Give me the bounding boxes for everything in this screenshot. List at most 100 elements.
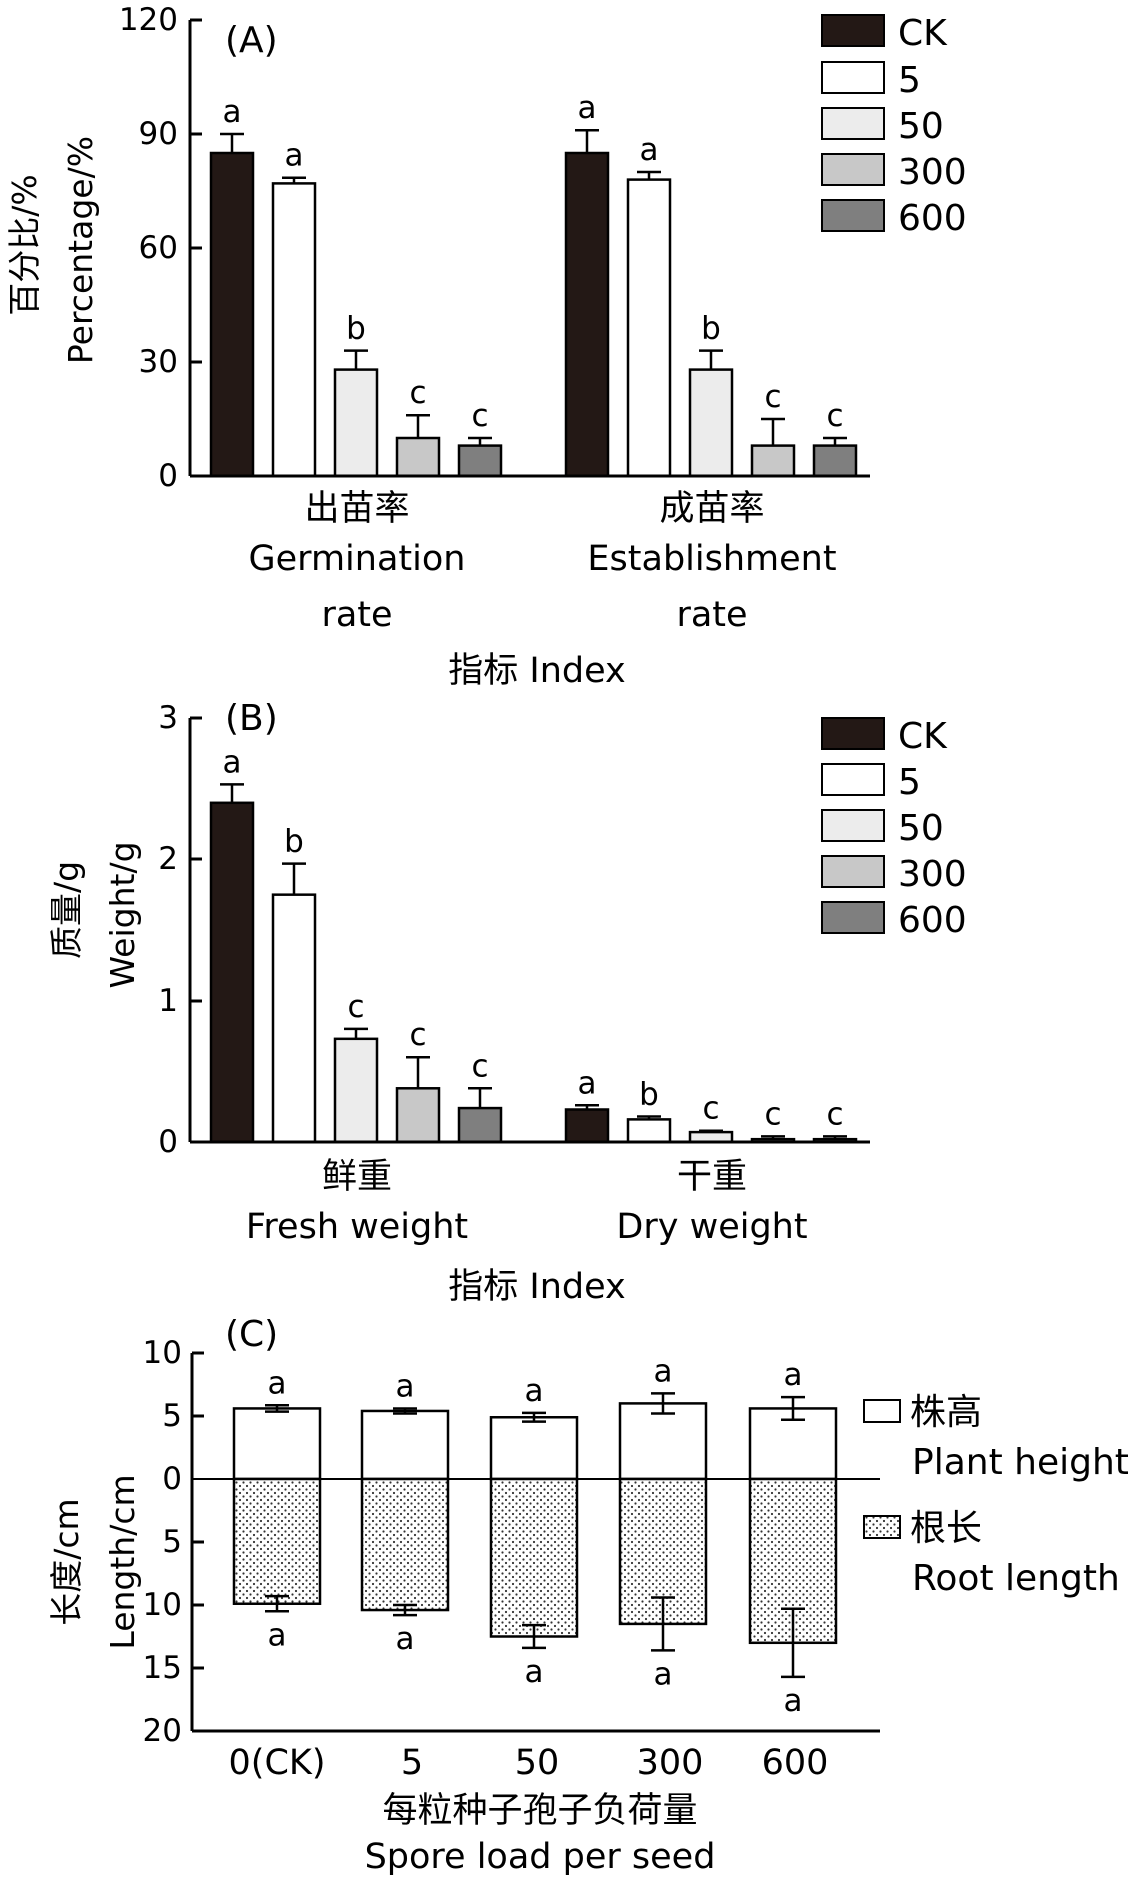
panel-a-ytick: 30 (139, 344, 178, 380)
panel-b-xcat-cn: 干重 (677, 1157, 747, 1197)
panel-c-bars: a a a a a a a a a a (232, 1353, 838, 1719)
panel-a-bar (750, 444, 796, 478)
panel-c-legend-label-cn: 株高 (910, 1392, 982, 1433)
panel-a-significance-letter: a (285, 138, 304, 174)
panel-a-bar (812, 444, 858, 478)
panel-c-legend-swatch-root-length (863, 1515, 901, 1539)
panel-a-yticks: 0 30 60 90 120 (119, 2, 178, 494)
panel-b: (B) 质量/g Weight/g 0 1 2 3 a a b b c c c c c c 鲜重 … (47, 698, 967, 1307)
panel-a-significance-letter: a (578, 90, 597, 126)
panel-a-legend-swatch (821, 14, 885, 47)
panel-c-legend-label-en: Plant height (912, 1442, 1129, 1483)
panel-b-significance-letter: c (347, 989, 364, 1025)
panel-b-bar (564, 1108, 610, 1144)
panel-a-ytick: 90 (139, 116, 178, 152)
panel-b-significance-letter: a (223, 744, 242, 780)
panel-c-ytick: 10 (143, 1335, 182, 1371)
panel-c-xcat: 5 (401, 1743, 423, 1783)
panel-b-significance-letter: c (764, 1096, 781, 1132)
panel-c-x-category-labels: 0(CK) 5 50 300 600 (229, 1743, 829, 1783)
panel-a-significance-letter: c (471, 398, 488, 434)
panel-a-axes (188, 18, 870, 478)
panel-a-bars: a a a a b b c c c c (209, 90, 858, 478)
panel-c-bar-plant-height (618, 1402, 708, 1481)
panel-c-bar-plant-height (489, 1416, 579, 1481)
panel-b-legend-swatch (821, 901, 885, 934)
panel-b-significance-letter: c (702, 1091, 719, 1127)
panel-a-significance-letter: c (409, 375, 426, 411)
panel-c-significance-letter: a (784, 1357, 803, 1393)
panel-b-significance-letter: b (284, 824, 304, 860)
panel-a-bar (395, 436, 441, 478)
panel-a-xlabel: 指标 Index (448, 651, 625, 691)
panel-a-legend-label: 600 (898, 198, 967, 239)
panel-b-legend-label: 300 (898, 854, 967, 895)
panel-b-legend-label: CK (898, 716, 948, 757)
panel-c-legend-swatch-plant-height (863, 1399, 901, 1423)
panel-c-bar-root-length (232, 1477, 322, 1605)
panel-c-ylabel-en: Length/cm (103, 1474, 142, 1649)
panel-a-xcat-en2: rate (676, 595, 747, 635)
panel-a-xcat-en2: rate (321, 595, 392, 635)
panel-c-significance-letter: a (654, 1656, 673, 1692)
panel-b-xlabel: 指标 Index (448, 1267, 625, 1307)
panel-b-ytick: 0 (158, 1124, 178, 1160)
panel-a-bar (564, 151, 610, 478)
panel-b-bar (333, 1037, 379, 1144)
panel-c-ytick: 20 (143, 1713, 182, 1749)
panel-c-ytick: 15 (143, 1650, 182, 1686)
panel-a-significance-letter: a (640, 132, 659, 168)
panel-a-bar (457, 444, 503, 478)
panel-c-xlabel-en: Spore load per seed (365, 1837, 716, 1877)
panel-b-legend-label: 600 (898, 900, 967, 941)
panel-a-bar (209, 151, 255, 478)
panel-a-bar (271, 182, 317, 478)
panel-b-bar (626, 1118, 672, 1144)
panel-b-bar (395, 1087, 441, 1144)
panel-b-significance-letter: b (639, 1077, 659, 1113)
panel-c-label: (C) (225, 1314, 278, 1355)
panel-a-bar (333, 368, 379, 478)
panel-b-bars: a a b b c c c c c c (209, 744, 858, 1144)
panel-c: (C) 长度/cm Length/cm 10 5 0 5 10 15 20 a a… (47, 1314, 1129, 1877)
panel-b-legend-swatch (821, 763, 885, 796)
panel-b-significance-letter: c (471, 1048, 488, 1084)
panel-b-ylabel-cn: 质量/g (47, 861, 86, 959)
panel-b-legend-swatch (821, 717, 885, 750)
panel-c-xcat: 600 (762, 1743, 829, 1783)
panel-c-legend-label-cn: 根长 (910, 1508, 982, 1549)
panel-c-significance-letter: a (654, 1353, 673, 1389)
panel-c-ytick: 5 (162, 1524, 182, 1560)
panel-c-bar-plant-height (232, 1407, 322, 1481)
panel-a-significance-letter: a (223, 94, 242, 130)
panel-a-significance-letter: c (764, 379, 781, 415)
panel-a-xcat-en1: Establishment (587, 539, 836, 579)
panel-a-significance-letter: c (826, 398, 843, 434)
panel-a-legend-swatch (821, 153, 885, 186)
panel-b-legend-swatch (821, 855, 885, 888)
panel-a-significance-letter: b (701, 311, 721, 347)
panel-c-yticks: 10 5 0 5 10 15 20 (143, 1335, 182, 1749)
panel-c-bar-root-length (360, 1477, 450, 1612)
panel-c-significance-letter: a (525, 1654, 544, 1690)
panel-c-significance-letter: a (268, 1617, 287, 1653)
panel-a-xcat-cn: 成苗率 (659, 489, 764, 529)
panel-a-ytick: 60 (139, 230, 178, 266)
panel-b-label: (B) (225, 698, 278, 739)
panel-a-bar (688, 368, 734, 478)
panel-b-yticks: 0 1 2 3 (158, 700, 178, 1160)
panel-c-ytick: 5 (162, 1398, 182, 1434)
panel-c-xcat: 300 (637, 1743, 704, 1783)
panel-c-ylabel-cn: 长度/cm (47, 1498, 86, 1625)
panel-c-xlabel-cn: 每粒种子孢子负荷量 (382, 1791, 697, 1831)
panel-c-axes (190, 1351, 880, 1733)
panel-b-xcat-en1: Fresh weight (246, 1207, 468, 1247)
panel-a-ytick: 0 (158, 458, 178, 494)
panel-b-axes (188, 716, 870, 1144)
panel-a-ylabel-en: Percentage/% (61, 136, 100, 364)
panel-b-xcat-cn: 鲜重 (322, 1157, 392, 1197)
panel-c-significance-letter: a (268, 1365, 287, 1401)
panel-b-x-category-labels: 鲜重 Fresh weight 干重 Dry weight (246, 1157, 808, 1247)
panel-b-significance-letter: a (578, 1065, 597, 1101)
